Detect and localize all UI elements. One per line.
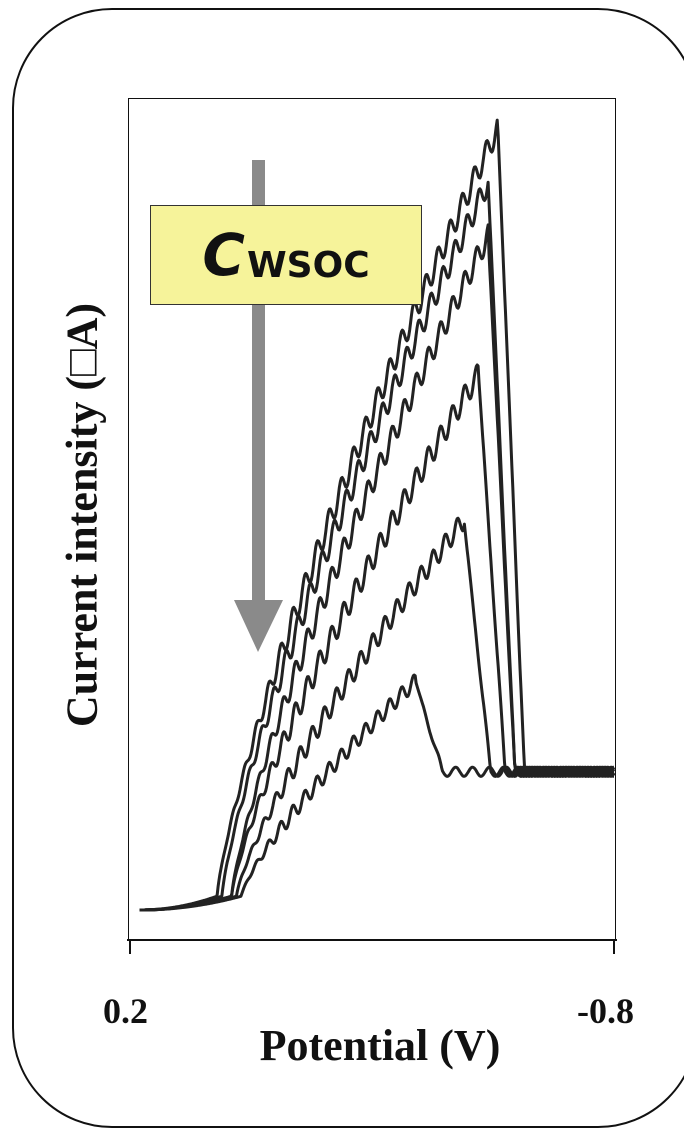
- legend-concentration-symbol: C: [202, 221, 245, 289]
- series-line: [139, 673, 616, 912]
- concentration-legend-box: C WSOC: [150, 205, 422, 305]
- arrow-head: [234, 600, 283, 652]
- series-line: [139, 363, 616, 912]
- legend-concentration-subscript: WSOC: [246, 244, 370, 286]
- x-tick-label: 0.2: [103, 991, 148, 1031]
- x-tick-label: -0.8: [577, 991, 634, 1031]
- y-axis-label: Current intensity (□A): [57, 302, 107, 728]
- x-axis-label: Potential (V): [259, 1021, 501, 1070]
- series-line: [139, 223, 616, 912]
